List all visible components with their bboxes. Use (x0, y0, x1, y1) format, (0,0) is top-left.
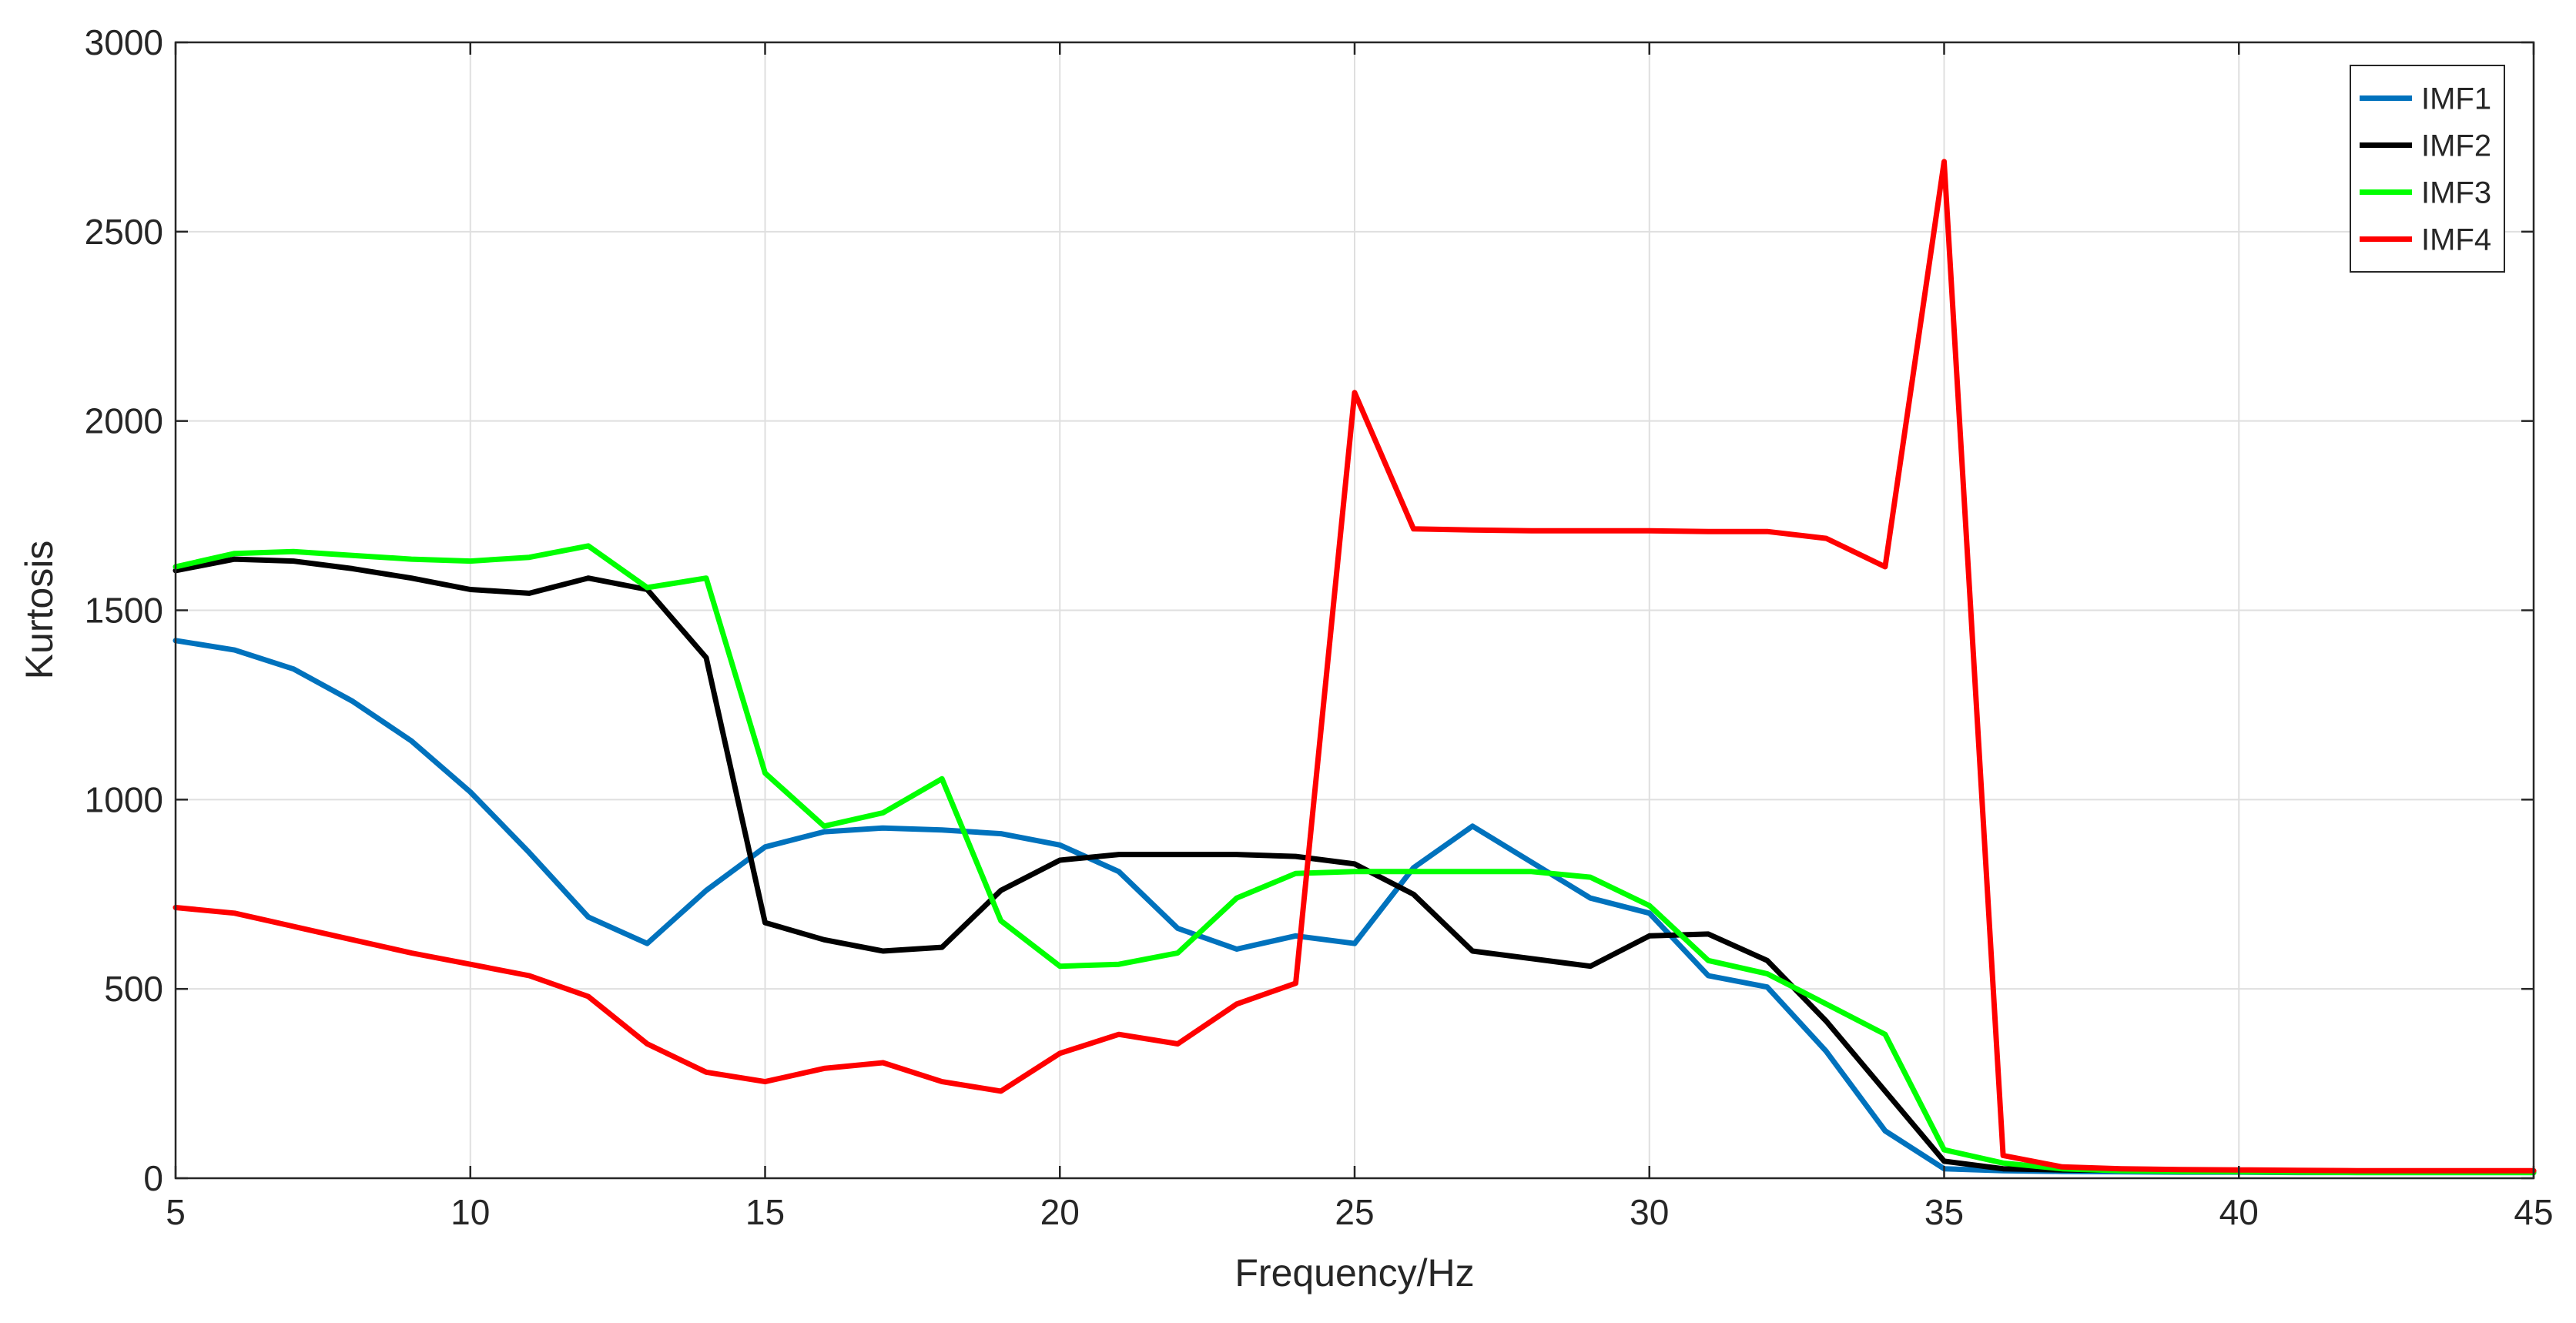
legend-label: IMF3 (2421, 176, 2491, 210)
y-tick-label: 1500 (85, 591, 163, 631)
x-tick-label: 40 (2219, 1192, 2259, 1232)
y-axis-title: Kurtosis (18, 541, 61, 680)
axis-ticks: 5 10 15 20 25 30 35 40 45 0 500 1000 1500 2000 2500 300… (85, 22, 2554, 1232)
series-lines (173, 159, 2537, 1176)
legend-label: IMF4 (2421, 223, 2491, 257)
x-axis-title: Frequency/Hz (1234, 1251, 1474, 1295)
y-tick-label: 0 (143, 1158, 163, 1198)
y-tick-label: 1000 (85, 779, 163, 819)
x-tick-label: 15 (745, 1192, 785, 1232)
x-tick-label: 10 (451, 1192, 490, 1232)
x-tick-label: 30 (1630, 1192, 1669, 1232)
series-line-imf4 (173, 159, 2537, 1174)
x-tick-label: 45 (2514, 1192, 2553, 1232)
y-tick-label: 2500 (85, 212, 163, 252)
y-tick-label: 500 (104, 969, 163, 1009)
y-tick-label: 3000 (85, 22, 163, 62)
x-tick-label: 25 (1335, 1192, 1374, 1232)
x-tick-label: 5 (166, 1192, 186, 1232)
y-tick-label: 2000 (85, 401, 163, 441)
legend: IMF1 IMF2 IMF3 IMF4 (2350, 65, 2505, 273)
legend-label: IMF2 (2421, 129, 2491, 163)
x-tick-label: 35 (1924, 1192, 1964, 1232)
legend-label: IMF1 (2421, 82, 2491, 116)
x-tick-label: 20 (1040, 1192, 1080, 1232)
